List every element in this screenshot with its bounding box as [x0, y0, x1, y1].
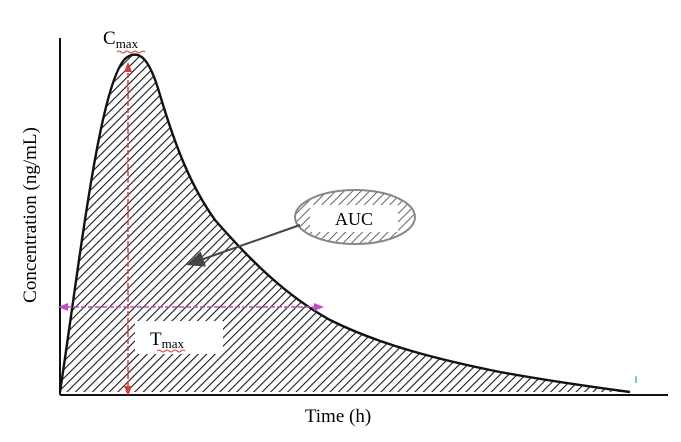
cmax-spellcheck-underline	[116, 50, 146, 54]
auc-label: AUC	[335, 209, 373, 229]
half-concentration-arrow-left	[58, 303, 68, 311]
y-axis-label: Concentration (ng/mL)	[20, 127, 41, 303]
half-concentration-arrow-right	[314, 303, 324, 311]
tmax-label-box	[135, 321, 223, 354]
tmax-label: Tmax	[150, 329, 184, 351]
auc-label-box	[310, 205, 398, 232]
concentration-curve	[58, 53, 631, 394]
cmax-arrow-bottom	[124, 386, 132, 396]
cmax-arrow-top	[124, 62, 132, 72]
cmax-label: Cmax	[103, 28, 139, 51]
auc-pointer-line	[186, 224, 301, 267]
tmax-spellcheck-underline	[156, 349, 186, 353]
x-axis-label: Time (h)	[305, 406, 371, 427]
